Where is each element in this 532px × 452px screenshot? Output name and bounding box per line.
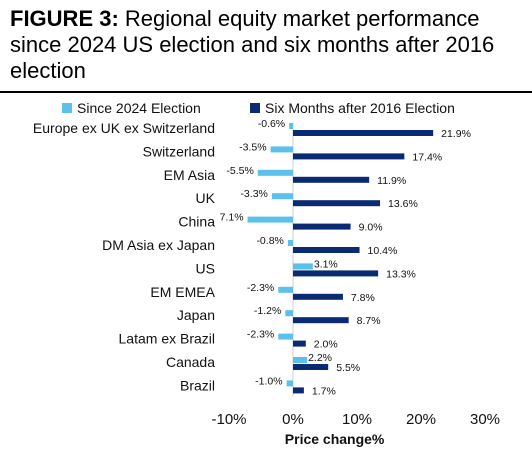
data-label-six-months-2016: 13.6% (388, 198, 418, 210)
title-divider (0, 91, 532, 93)
bar-since-2024 (247, 216, 293, 223)
data-label-six-months-2016: 7.8% (351, 292, 375, 304)
bar-since-2024 (271, 193, 293, 200)
category-label: EM Asia (164, 167, 216, 183)
bar-since-2024 (278, 333, 293, 340)
data-label-since-2024: -1.2% (254, 305, 281, 317)
data-label-six-months-2016: 1.7% (312, 385, 336, 397)
bar-since-2024 (278, 286, 293, 293)
category-label: UK (196, 190, 216, 206)
category-label: Japan (177, 307, 215, 323)
data-label-six-months-2016: 8.7% (357, 315, 381, 327)
chart-title: FIGURE 3: Regional equity market perform… (10, 6, 522, 84)
x-tick-label: 0% (282, 411, 304, 428)
bar-six-months-2016 (293, 364, 329, 370)
x-axis-label: Price change% (285, 431, 385, 447)
x-tick-label: 20% (406, 411, 436, 428)
data-label-since-2024: -2.3% (247, 282, 274, 294)
bar-since-2024 (257, 169, 293, 176)
category-label: EM EMEA (150, 284, 215, 300)
legend-label-since-2024: Since 2024 Election (77, 100, 201, 116)
bar-six-months-2016 (293, 130, 434, 136)
bar-six-months-2016 (293, 387, 304, 394)
bar-six-months-2016 (293, 340, 306, 347)
bar-six-months-2016 (293, 247, 360, 253)
legend-label-six-months-2016: Six Months after 2016 Election (265, 100, 455, 116)
x-tick-label: -10% (211, 411, 246, 428)
data-label-since-2024: 3.1% (314, 258, 338, 270)
data-label-six-months-2016: 11.9% (377, 175, 406, 187)
data-label-since-2024: -1.0% (255, 375, 282, 387)
data-label-since-2024: -0.6% (258, 118, 285, 130)
figure-label: FIGURE 3: (10, 6, 119, 31)
data-label-six-months-2016: 17.4% (412, 151, 442, 163)
data-label-six-months-2016: 10.4% (368, 245, 398, 257)
category-label: Canada (166, 354, 215, 370)
bar-since-2024 (285, 310, 293, 317)
bar-since-2024 (286, 380, 293, 387)
data-label-since-2024: -3.5% (239, 141, 266, 153)
data-label-since-2024: 2.2% (308, 352, 332, 364)
data-label-six-months-2016: 9.0% (359, 222, 383, 234)
x-tick-label: 10% (342, 411, 372, 428)
data-label-since-2024: -3.3% (240, 188, 267, 200)
bar-six-months-2016 (293, 200, 381, 207)
legend-swatch-since-2024 (62, 103, 72, 113)
bar-six-months-2016 (293, 223, 351, 230)
category-label: Switzerland (143, 143, 215, 159)
data-label-six-months-2016: 2.0% (314, 339, 338, 351)
bar-since-2024 (289, 123, 293, 129)
data-label-since-2024: -0.8% (256, 235, 283, 247)
legend-swatch-six-months-2016 (250, 103, 260, 113)
category-label: Latam ex Brazil (119, 331, 215, 347)
category-label: US (196, 260, 215, 276)
data-label-six-months-2016: 5.5% (336, 362, 360, 374)
category-label: DM Asia ex Japan (102, 237, 215, 253)
category-label: Brazil (180, 377, 215, 393)
category-label: China (178, 214, 215, 230)
bar-since-2024 (270, 146, 293, 153)
category-label: Europe ex UK ex Switzerland (33, 120, 215, 136)
data-label-since-2024: -5.5% (226, 165, 253, 177)
bar-six-months-2016 (293, 176, 370, 183)
bar-six-months-2016 (293, 270, 379, 277)
bar-six-months-2016 (293, 293, 343, 300)
bar-since-2024 (293, 357, 308, 363)
data-label-since-2024: -2.3% (247, 329, 274, 341)
bar-six-months-2016 (293, 317, 349, 324)
data-label-since-2024: 7.1% (220, 212, 244, 224)
bar-six-months-2016 (293, 153, 405, 160)
x-tick-label: 30% (470, 411, 500, 428)
bar-since-2024 (293, 263, 313, 270)
data-label-six-months-2016: 21.9% (441, 128, 471, 140)
data-label-six-months-2016: 13.3% (386, 268, 416, 280)
bar-since-2024 (287, 240, 293, 246)
figure-title-text: Regional equity market performance since… (10, 6, 495, 83)
